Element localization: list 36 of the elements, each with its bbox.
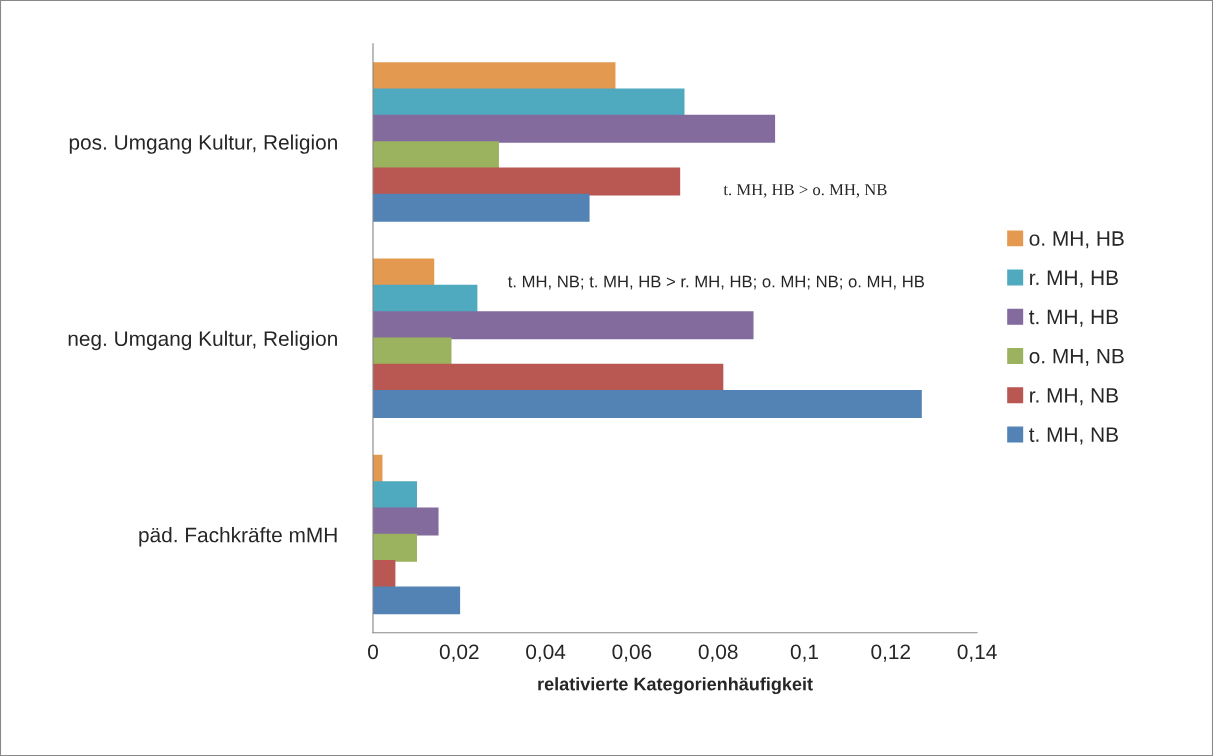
bar	[373, 114, 776, 143]
bar	[373, 284, 478, 313]
y-tick-label: neg. Umgang Kultur, Religion	[68, 330, 337, 351]
bar	[373, 337, 452, 366]
bar	[373, 193, 590, 222]
legend-label: t. MH, HB	[1029, 309, 1118, 327]
x-tick-label: 0,1	[790, 644, 818, 662]
x-tick-label: 0,08	[698, 644, 738, 662]
bar	[373, 167, 681, 196]
legend-label: o. MH, HB	[1029, 231, 1124, 249]
x-tick-label: 0,02	[439, 644, 479, 662]
bar	[373, 62, 616, 91]
y-tick-label: pos. Umgang Kultur, Religion	[69, 134, 337, 154]
y-tick-label: päd. Fachkräfte mMH	[139, 527, 337, 547]
x-tick-label: 0	[368, 644, 378, 660]
legend-label: o. MH, NB	[1029, 348, 1124, 366]
legend-label: r. MH, NB	[1030, 388, 1118, 406]
bar	[373, 363, 724, 392]
x-tick-label: 0,06	[612, 644, 652, 662]
x-tick-label: 0,04	[526, 644, 566, 662]
legend-label: t. MH, NB	[1029, 427, 1118, 445]
bar	[373, 88, 685, 117]
bar	[373, 481, 417, 510]
x-axis-title: relativierte Kategorienhäufigkeit	[538, 677, 813, 695]
annotation: t. MH, HB > o. MH, NB	[723, 184, 887, 198]
legend-label: r. MH, HB	[1030, 270, 1118, 288]
bar	[373, 586, 461, 615]
bar	[373, 258, 435, 287]
x-tick-label: 0,14	[957, 644, 997, 662]
bar	[373, 390, 922, 419]
bar	[373, 507, 439, 536]
bar	[373, 311, 754, 340]
annotation: t. MH, NB; t. MH, HB > r. MH, HB; o. MH; NB; o. MH, HB	[507, 275, 925, 290]
bar	[373, 141, 499, 170]
bar	[373, 533, 417, 562]
x-tick-label: 0,12	[871, 644, 910, 662]
